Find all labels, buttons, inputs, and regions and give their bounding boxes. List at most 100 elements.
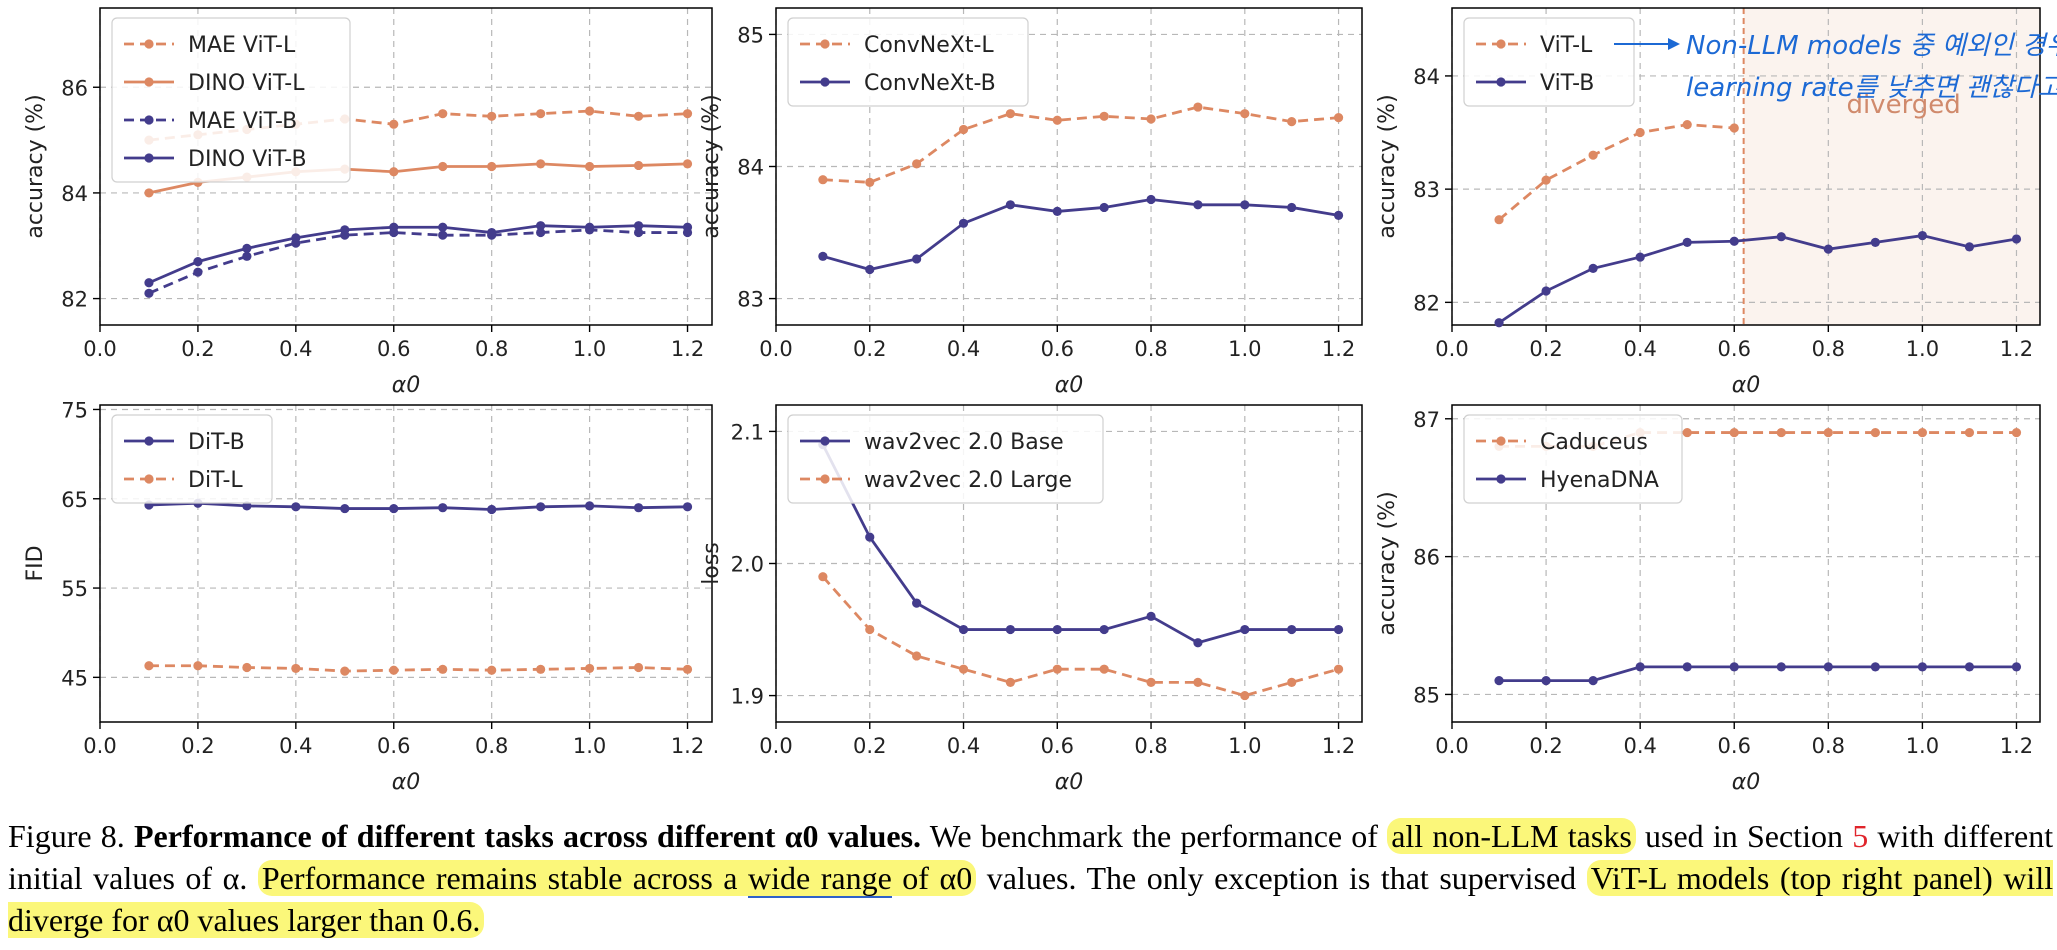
caption-text-2b: of α0 <box>902 860 973 896</box>
data-point <box>633 111 644 121</box>
diverged-region <box>1743 8 2040 325</box>
legend: ConvNeXt-L ConvNeXt-B <box>787 17 1029 107</box>
data-point <box>242 251 252 261</box>
legend-entry: ConvNeXt-L <box>864 33 994 58</box>
x-axis-label: α0 <box>392 770 421 795</box>
data-point <box>1193 200 1203 210</box>
legend-entry: wav2vec 2.0 Base <box>864 430 1064 455</box>
x-tick-label: 1.2 <box>1322 337 1355 361</box>
data-point <box>438 161 448 172</box>
data-point <box>1635 662 1645 672</box>
handwritten-line-2: learning rate를 낮추면 괜찮다고 함 <box>1686 73 2057 103</box>
data-point <box>818 572 828 582</box>
data-point <box>1099 202 1109 213</box>
axes-frame <box>1451 404 2041 723</box>
series-line <box>822 105 1339 184</box>
data-point <box>1287 202 1297 213</box>
legend-swatch-marker <box>144 436 154 446</box>
data-point <box>487 504 497 515</box>
data-point <box>1964 427 1975 438</box>
y-axis-label: accuracy (%) <box>699 94 724 238</box>
x-axis-label: α0 <box>1055 770 1084 795</box>
series-convnext-b <box>818 194 1344 275</box>
y-tick-label: 82 <box>1413 291 1440 315</box>
data-point <box>340 225 350 235</box>
data-point <box>1052 624 1062 635</box>
x-tick-label: 0.2 <box>853 734 886 758</box>
data-point <box>291 233 301 243</box>
data-point <box>193 257 203 267</box>
x-tick-label: 1.2 <box>671 734 704 758</box>
x-axis-label: α0 <box>1732 770 1761 795</box>
data-point <box>1494 676 1504 686</box>
data-point <box>585 501 595 511</box>
x-tick-label: 0.4 <box>1623 734 1656 758</box>
x-tick-label: 1.0 <box>1906 337 1939 361</box>
data-point <box>1333 624 1344 635</box>
caption-text-1c: with different initial values of α. <box>8 818 2054 896</box>
y-tick-label: 86 <box>61 76 88 100</box>
caption-underline-wide-range: wide range <box>748 860 892 898</box>
data-point <box>1146 611 1156 621</box>
data-point <box>865 264 875 275</box>
data-point <box>682 664 693 674</box>
data-point <box>1729 236 1739 246</box>
data-point <box>585 663 595 674</box>
x-tick-label: 0.6 <box>1041 734 1074 758</box>
legend-entry: DiT-L <box>188 468 243 493</box>
data-point <box>340 503 350 514</box>
y-tick-label: 83 <box>737 288 764 312</box>
series-dino-vit-b <box>144 221 693 288</box>
series-line <box>148 228 688 295</box>
legend-box <box>787 17 1029 107</box>
data-point <box>585 222 595 232</box>
data-point <box>487 111 497 121</box>
y-tick-label: 45 <box>61 666 88 690</box>
x-tick-label: 1.0 <box>1228 734 1261 758</box>
data-point <box>1635 252 1645 262</box>
data-point <box>1823 427 1833 438</box>
legend: wav2vec 2.0 Base wav2vec 2.0 Large <box>787 414 1104 504</box>
data-point <box>1776 662 1786 672</box>
figure-panels: 0.0 0.2 0.4 0.6 0.8 1.0 1.2 82 84 86 α0 accuracy (%… <box>23 7 2057 795</box>
data-point <box>2011 662 2022 672</box>
x-tick-label: 0.8 <box>1812 337 1845 361</box>
data-point <box>633 160 644 171</box>
data-point <box>536 109 546 119</box>
x-tick-label: 0.0 <box>83 734 116 758</box>
caption-section-ref[interactable]: 5 <box>1852 818 1869 854</box>
panel-bottom-right: 0.0 0.2 0.4 0.6 0.8 1.0 1.2 85 86 87 α0 accuracy (%… <box>1375 404 2041 795</box>
axes-frame <box>99 7 713 326</box>
legend-swatch-marker <box>144 115 154 125</box>
legend-swatch-marker <box>820 77 830 87</box>
data-point <box>682 502 693 512</box>
data-point <box>1494 318 1504 328</box>
data-point <box>1146 114 1156 124</box>
x-tick-label: 0.8 <box>1812 734 1845 758</box>
data-point <box>2011 427 2022 438</box>
x-tick-label: 0.6 <box>377 337 410 361</box>
annotation-diverged: diverged <box>1846 90 1960 120</box>
data-point <box>1964 662 1975 672</box>
legend-entry: DiT-B <box>188 430 245 455</box>
data-point <box>340 666 350 676</box>
legend: MAE ViT-L DINO ViT-L MAE ViT-B DINO ViT-B <box>111 17 351 183</box>
legend-swatch-marker <box>820 436 830 446</box>
data-point <box>1588 263 1598 273</box>
data-point <box>1333 210 1344 220</box>
data-point <box>438 109 448 119</box>
caption-highlight-stable: Performance remains stable across a wide… <box>257 860 977 898</box>
y-tick-label: 2.1 <box>731 420 764 444</box>
legend-entry: MAE ViT-L <box>188 33 296 58</box>
figure-caption: Figure 8. Performance of different tasks… <box>8 815 2054 941</box>
data-point <box>242 501 252 511</box>
legend-swatch-marker <box>820 39 830 49</box>
legend: Caduceus HyenaDNA <box>1463 414 1683 504</box>
y-tick-label: 2.0 <box>731 553 764 577</box>
data-point <box>1682 120 1692 130</box>
y-tick-label: 84 <box>1413 65 1440 89</box>
data-point <box>912 598 922 608</box>
data-point <box>818 175 828 185</box>
legend-box <box>1463 414 1683 504</box>
data-point <box>536 664 546 674</box>
